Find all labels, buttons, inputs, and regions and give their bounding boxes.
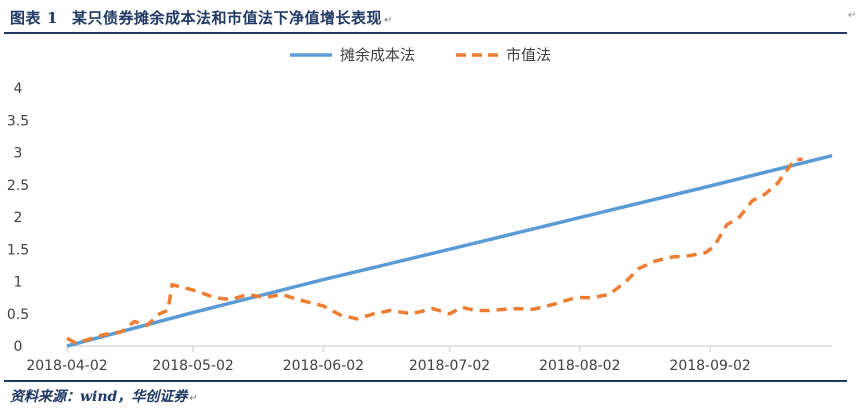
chart-container: 0 0.5 1 1.5 2 2.5 3 3.5 4 2018-04-02 2018-05-02 201… <box>0 34 859 380</box>
paragraph-mark-icon: ↵ <box>189 393 197 404</box>
figure-title: 图表 1 某只债券摊余成本法和市值法下净值增长表现 ↵ <box>10 7 393 28</box>
y-tick-label: 1 <box>14 275 23 291</box>
y-tick-label: 3 <box>14 146 23 162</box>
y-tick-label: 3.5 <box>7 113 29 129</box>
paragraph-mark-icon: ↵ <box>848 10 856 21</box>
x-tick-label: 2018-09-02 <box>669 358 750 374</box>
source-text: 资料来源：wind，华创证券 <box>10 389 187 405</box>
y-tick-label: 2.5 <box>7 178 29 194</box>
source-note: 资料来源：wind，华创证券 ↵ <box>10 386 198 406</box>
x-tick-label: 2018-08-02 <box>539 358 620 374</box>
x-tick-label: 2018-04-02 <box>26 358 107 374</box>
x-tick-label: 2018-05-02 <box>152 358 233 374</box>
bottom-rule <box>4 380 847 382</box>
y-tick-label: 1.5 <box>7 242 29 258</box>
y-tick-label: 0.5 <box>7 307 29 323</box>
x-tick-label: 2018-06-02 <box>283 358 364 374</box>
x-tick-label: 2018-07-02 <box>409 358 490 374</box>
figure-number: 1 <box>47 9 58 27</box>
paragraph-mark-icon: ↵ <box>384 15 393 26</box>
legend-label: 摊余成本法 <box>340 46 415 64</box>
y-tick-label: 4 <box>14 81 23 97</box>
figure-label: 图表 <box>10 9 41 27</box>
legend-label: 市值法 <box>506 46 551 64</box>
line-chart: 0 0.5 1 1.5 2 2.5 3 3.5 4 2018-04-02 2018-05-02 201… <box>0 34 859 380</box>
y-tick-label: 0 <box>14 339 23 355</box>
series-line-amortized <box>67 156 832 346</box>
figure-title-text: 某只债券摊余成本法和市值法下净值增长表现 <box>72 9 382 27</box>
y-tick-label: 2 <box>14 210 23 226</box>
